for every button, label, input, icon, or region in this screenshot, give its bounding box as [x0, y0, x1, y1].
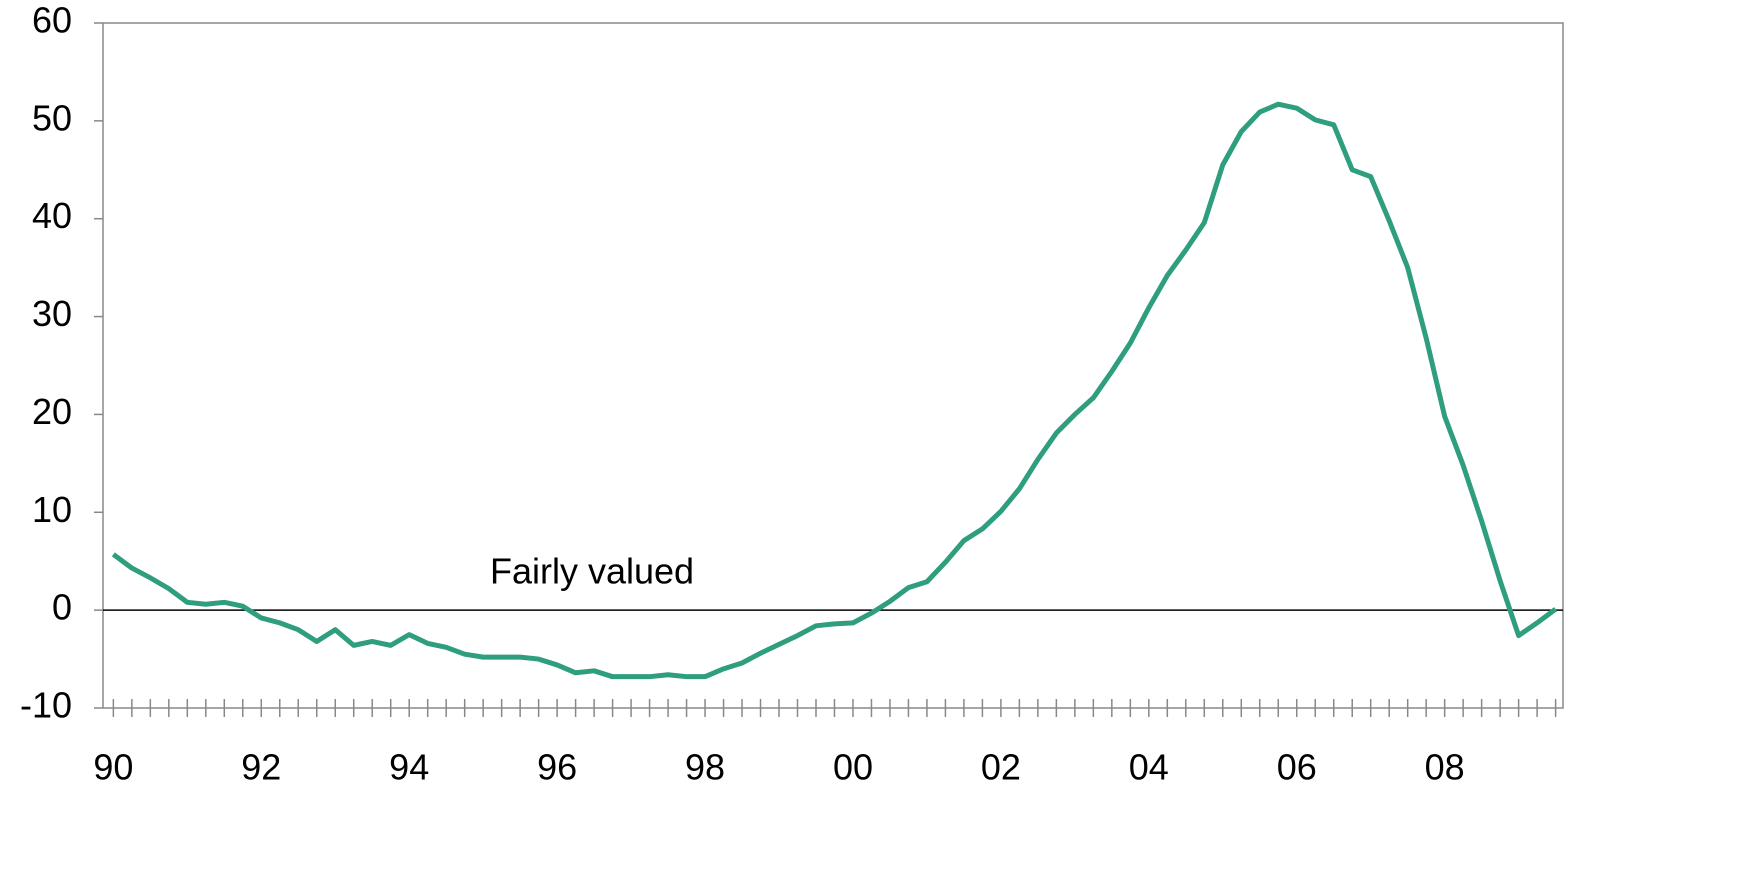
plot-frame	[102, 22, 1564, 709]
x-tick-label: 92	[241, 747, 281, 788]
x-tick-label: 04	[1129, 747, 1169, 788]
y-tick-label: 10	[32, 489, 72, 530]
y-tick-label: -10	[20, 685, 72, 726]
x-tick-label: 08	[1425, 747, 1465, 788]
y-tick-label: 60	[32, 0, 72, 41]
x-tick-label: 02	[981, 747, 1021, 788]
reference-label: Fairly valued	[490, 551, 694, 592]
x-tick-label: 98	[685, 747, 725, 788]
x-tick-label: 00	[833, 747, 873, 788]
x-tick-label: 96	[537, 747, 577, 788]
x-tick-label: 94	[389, 747, 429, 788]
y-tick-label: 0	[52, 587, 72, 628]
y-tick-label: 20	[32, 391, 72, 432]
y-tick-label: 30	[32, 293, 72, 334]
x-tick-label: 90	[93, 747, 133, 788]
line	[111, 101, 1558, 680]
y-tick-label: 40	[32, 195, 72, 236]
x-tick-label: 06	[1277, 747, 1317, 788]
y-tick-label: 50	[32, 97, 72, 138]
